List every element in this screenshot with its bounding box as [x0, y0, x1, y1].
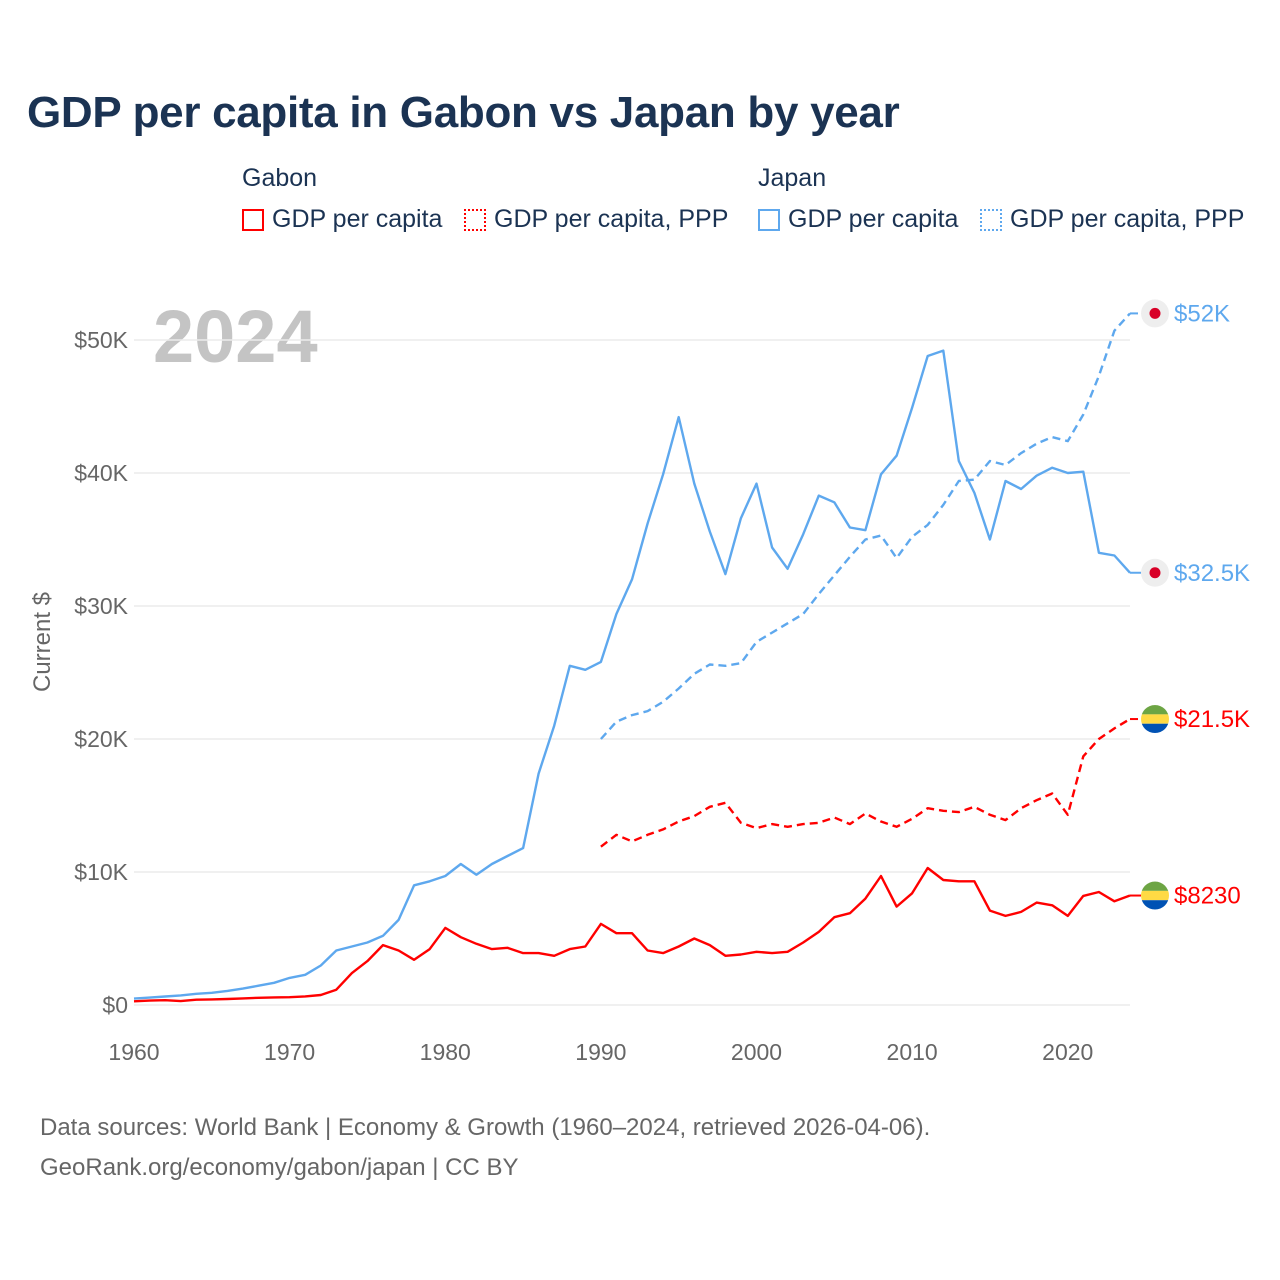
legend-label: GDP per capita: [272, 205, 443, 233]
x-tick-label: 1990: [575, 1039, 626, 1065]
legend-group-gabon: Gabon: [242, 164, 318, 192]
end-value-label: $21.5K: [1174, 706, 1250, 733]
flag-stripe-blue: [1141, 900, 1169, 910]
y-tick-label: $50K: [74, 327, 128, 353]
x-tick-label: 1960: [108, 1039, 159, 1065]
legend-swatch-solid-blue: [758, 208, 780, 231]
gabon-flag-icon: [1141, 705, 1169, 734]
year-watermark: 2024: [153, 295, 318, 378]
source-line-1: Data sources: World Bank | Economy & Gro…: [40, 1114, 931, 1141]
flag-stripe-yellow: [1141, 714, 1169, 724]
legend-item-gabon-ppp[interactable]: GDP per capita, PPP: [464, 205, 728, 234]
japan-flag-dot: [1149, 307, 1161, 319]
series-line-japan-gdp-per-capita-ppp: [600, 312, 1131, 740]
legend-swatch-solid-red: [242, 208, 264, 231]
series-line-gabon-gdp-per-capita: [133, 866, 1131, 1003]
end-value-label: $8230: [1174, 883, 1241, 910]
legend-item-japan-ppp[interactable]: GDP per capita, PPP: [980, 205, 1244, 234]
legend-group-japan: Japan: [758, 164, 827, 192]
legend-label: GDP per capita, PPP: [1010, 205, 1245, 233]
end-value-label: $32.5K: [1174, 560, 1250, 587]
legend-swatch-dotted-red: [464, 208, 486, 231]
legend-item-gabon-gdp[interactable]: GDP per capita: [242, 205, 442, 234]
x-tick-label: 2020: [1042, 1039, 1093, 1065]
flag-stripe-yellow: [1141, 890, 1169, 901]
legend-label: GDP per capita, PPP: [494, 205, 729, 233]
flag-stripe-blue: [1141, 723, 1169, 734]
flag-stripe-green: [1141, 705, 1169, 715]
flag-stripe-green: [1141, 881, 1169, 891]
y-tick-label: $40K: [74, 460, 128, 486]
x-tick-label: 2000: [731, 1039, 782, 1065]
series-line-gabon-gdp-per-capita-ppp: [600, 717, 1131, 848]
x-tick-label: 2010: [887, 1039, 938, 1065]
gabon-flag-icon: [1141, 881, 1169, 910]
y-tick-label: $20K: [74, 726, 128, 752]
end-value-label: $52K: [1174, 300, 1230, 327]
legend-label: GDP per capita: [788, 205, 959, 233]
source-note: Data sources: World Bank | Economy & Gro…: [40, 1108, 930, 1188]
legend-item-japan-gdp[interactable]: GDP per capita: [758, 205, 958, 234]
y-tick-label: $30K: [74, 593, 128, 619]
legend-swatch-dotted-blue: [980, 208, 1002, 231]
y-tick-label: $10K: [74, 859, 128, 885]
series-line-japan-gdp-per-capita: [133, 349, 1131, 1000]
japan-flag-dot: [1149, 567, 1161, 579]
chart-title: GDP per capita in Gabon vs Japan by year: [27, 88, 900, 137]
y-axis-label: Current $: [29, 592, 56, 692]
y-tick-label: $0: [102, 992, 128, 1018]
x-tick-label: 1980: [420, 1039, 471, 1065]
source-line-2[interactable]: GeoRank.org/economy/gabon/japan | CC BY: [40, 1154, 519, 1181]
x-tick-label: 1970: [264, 1039, 315, 1065]
